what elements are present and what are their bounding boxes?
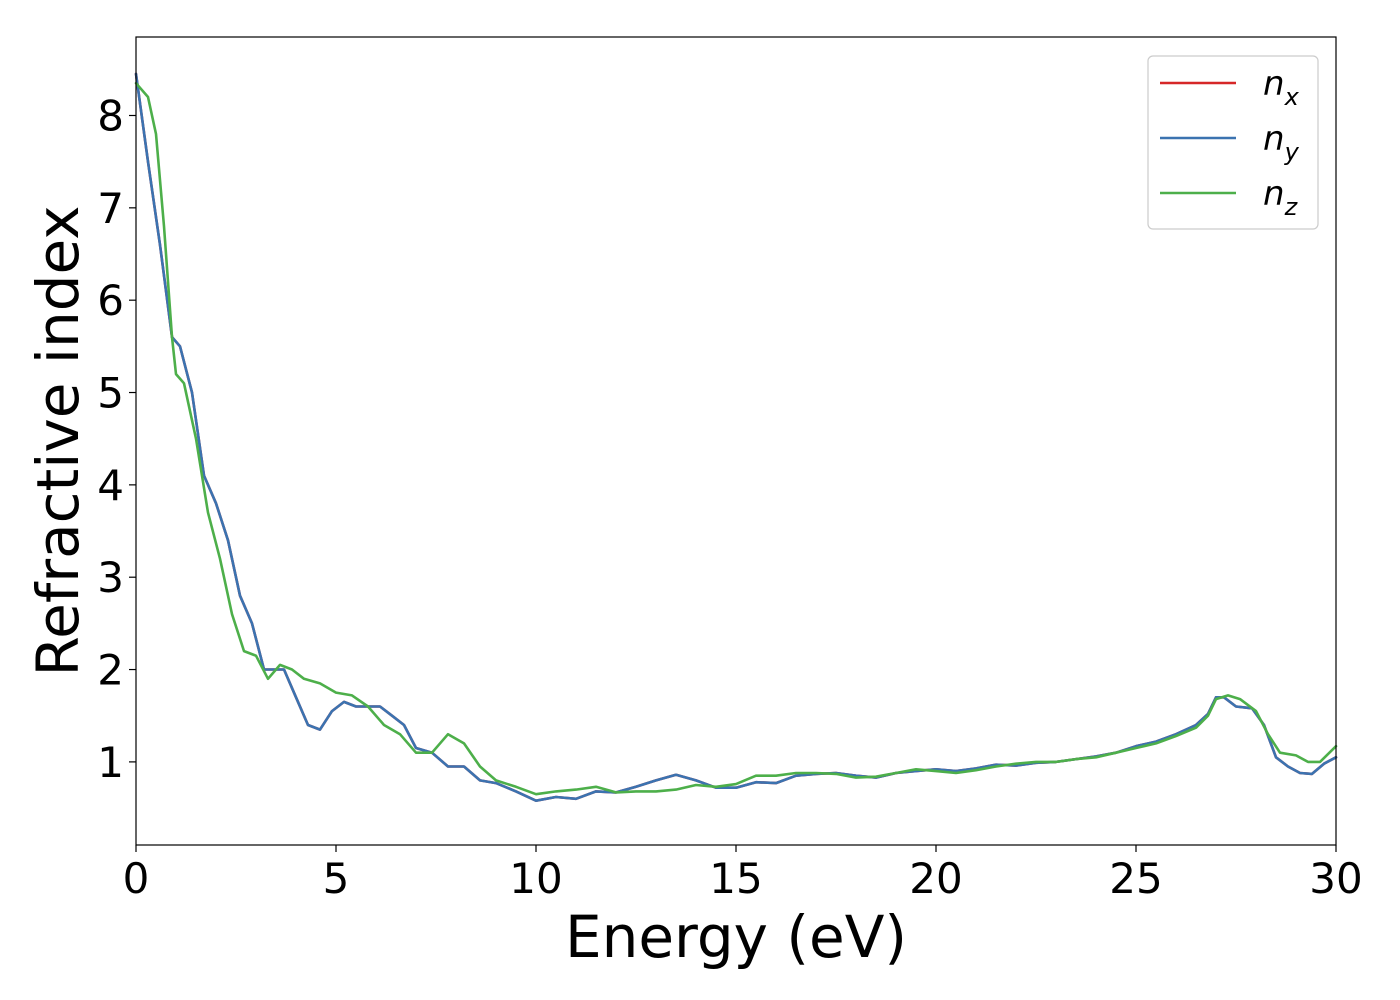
series-line-nz — [134, 81, 1338, 796]
x-tick-label: 5 — [323, 854, 350, 903]
legend-label-base: n — [1263, 64, 1285, 104]
x-tick-label: 10 — [509, 854, 562, 903]
y-tick-label: 1 — [97, 738, 124, 787]
legend-label-nz: nz — [1263, 174, 1299, 221]
y-tick-label: 8 — [97, 91, 124, 140]
y-tick-label: 2 — [97, 646, 124, 695]
legend-label-base: n — [1263, 174, 1285, 214]
plot-area — [136, 37, 1336, 845]
series-line-ny — [134, 72, 1338, 803]
y-tick-label: 7 — [97, 184, 124, 233]
y-tick-label: 4 — [97, 461, 124, 510]
legend-label-subscript: z — [1284, 193, 1299, 221]
plot-frame — [135, 36, 1337, 846]
legend-label-nx: nx — [1263, 64, 1300, 111]
y-tick-label: 6 — [97, 276, 124, 325]
legend-label-subscript: x — [1284, 83, 1300, 111]
x-tick-label: 25 — [1109, 854, 1162, 903]
x-tick-label: 15 — [709, 854, 762, 903]
legend-label-subscript: y — [1284, 138, 1300, 166]
x-axis-ticks: 0 5 10 15 20 25 30 — [123, 845, 1363, 903]
x-tick-label: 20 — [909, 854, 962, 903]
y-tick-label: 5 — [97, 369, 124, 418]
x-axis-title: Energy (eV) — [565, 903, 907, 971]
x-tick-label: 30 — [1309, 854, 1362, 903]
legend-box — [1147, 55, 1319, 230]
legend-label-ny: ny — [1263, 119, 1300, 166]
y-axis-title: Refractive index — [24, 205, 92, 676]
y-axis-ticks: 1 2 3 4 5 6 7 8 — [97, 91, 136, 787]
y-tick-label: 3 — [97, 553, 124, 602]
x-tick-label: 0 — [123, 854, 150, 903]
series-lines — [134, 72, 1338, 803]
legend-label-base: n — [1263, 119, 1285, 159]
